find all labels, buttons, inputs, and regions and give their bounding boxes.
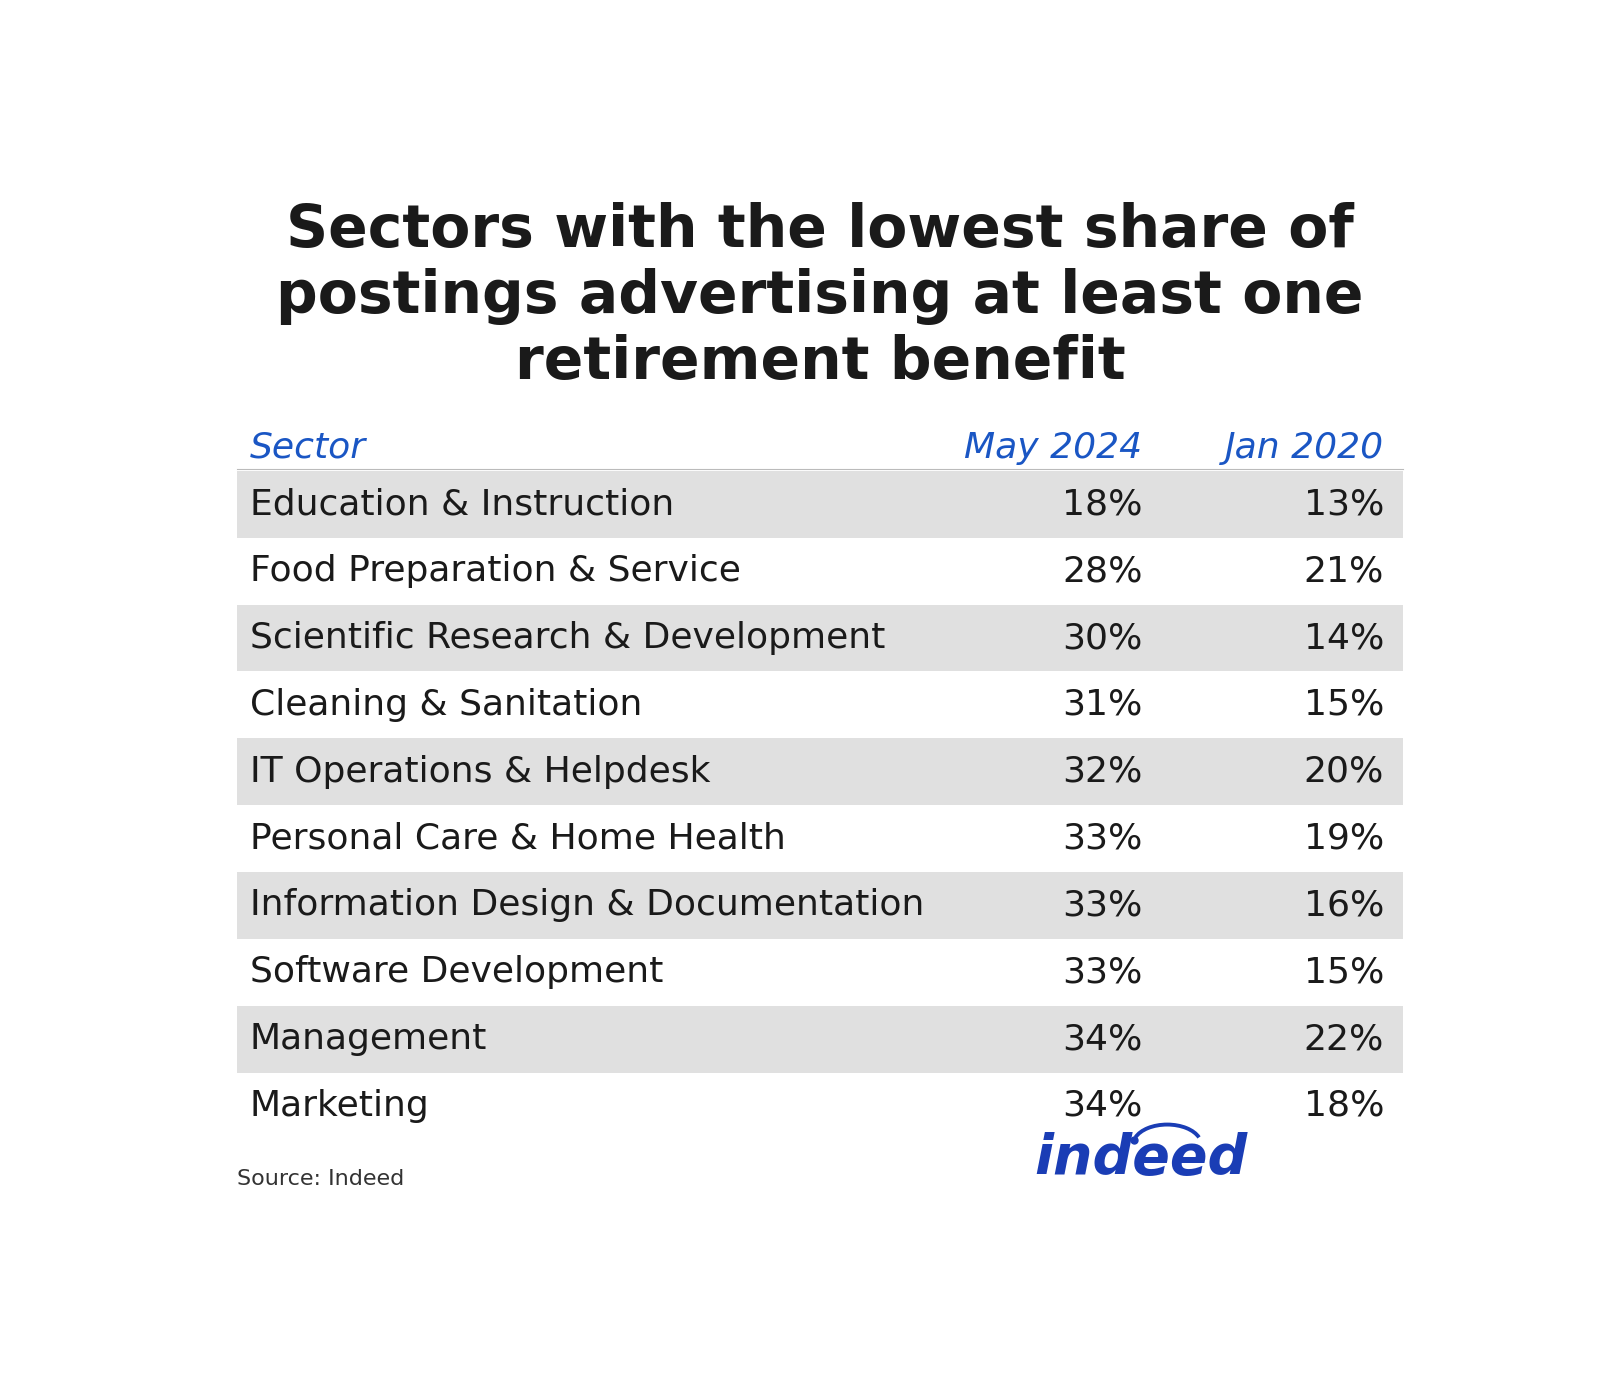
Text: 18%: 18% — [1304, 1089, 1384, 1123]
Text: May 2024: May 2024 — [965, 430, 1142, 464]
Bar — [237, 739, 1403, 805]
Bar — [237, 671, 1403, 739]
Text: Management: Management — [250, 1022, 486, 1056]
Text: 15%: 15% — [1304, 688, 1384, 722]
Text: 32%: 32% — [1062, 755, 1142, 788]
Text: 22%: 22% — [1304, 1022, 1384, 1056]
Bar — [237, 805, 1403, 872]
Text: Jan 2020: Jan 2020 — [1226, 430, 1384, 464]
Text: 21%: 21% — [1304, 554, 1384, 588]
Text: Education & Instruction: Education & Instruction — [250, 488, 674, 521]
Bar — [237, 471, 1403, 537]
Text: Sectors with the lowest share of
postings advertising at least one
retirement be: Sectors with the lowest share of posting… — [277, 203, 1363, 391]
Text: 16%: 16% — [1304, 889, 1384, 922]
Bar — [237, 537, 1403, 605]
Text: 20%: 20% — [1304, 755, 1384, 788]
Text: 28%: 28% — [1062, 554, 1142, 588]
Text: Food Preparation & Service: Food Preparation & Service — [250, 554, 741, 588]
Bar — [237, 1072, 1403, 1140]
Text: 34%: 34% — [1062, 1022, 1142, 1056]
Text: Marketing: Marketing — [250, 1089, 429, 1123]
Text: 19%: 19% — [1304, 821, 1384, 856]
Text: indeed: indeed — [1035, 1133, 1248, 1186]
Text: 34%: 34% — [1062, 1089, 1142, 1123]
Text: 33%: 33% — [1062, 889, 1142, 922]
Bar — [237, 938, 1403, 1006]
Text: IT Operations & Helpdesk: IT Operations & Helpdesk — [250, 755, 710, 788]
Text: 31%: 31% — [1062, 688, 1142, 722]
Text: Information Design & Documentation: Information Design & Documentation — [250, 889, 923, 922]
Text: 18%: 18% — [1062, 488, 1142, 521]
Text: Personal Care & Home Health: Personal Care & Home Health — [250, 821, 786, 856]
Text: Sector: Sector — [250, 430, 366, 464]
Text: 33%: 33% — [1062, 821, 1142, 856]
Text: Source: Indeed: Source: Indeed — [237, 1170, 405, 1189]
Text: 33%: 33% — [1062, 955, 1142, 989]
Text: 30%: 30% — [1062, 621, 1142, 655]
Text: 14%: 14% — [1304, 621, 1384, 655]
Text: Scientific Research & Development: Scientific Research & Development — [250, 621, 885, 655]
Bar — [237, 1006, 1403, 1072]
Bar — [237, 872, 1403, 938]
Text: Cleaning & Sanitation: Cleaning & Sanitation — [250, 688, 642, 722]
Text: 13%: 13% — [1304, 488, 1384, 521]
Text: Software Development: Software Development — [250, 955, 662, 989]
Text: 15%: 15% — [1304, 955, 1384, 989]
Bar — [237, 605, 1403, 671]
